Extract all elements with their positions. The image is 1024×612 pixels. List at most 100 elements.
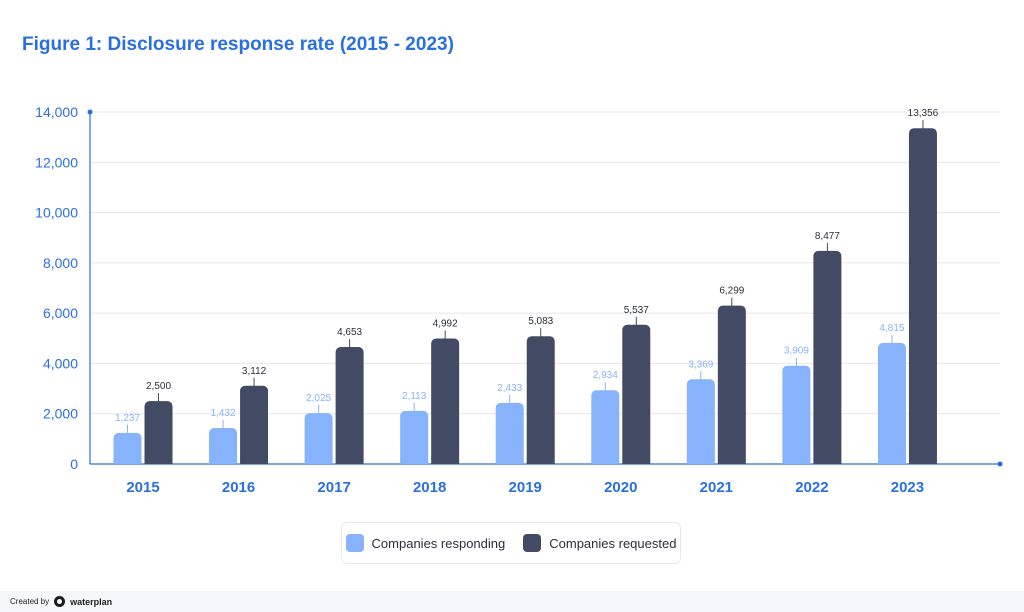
bar-requested [335,347,364,464]
bar-requested [144,401,173,464]
bar-responding [686,379,715,464]
footer-created-by: Created by [10,597,50,606]
data-label: 8,477 [815,231,840,242]
data-label-dot [221,432,225,436]
data-label-dot [252,390,256,394]
bar-responding [782,365,811,464]
y-tick-label: 6,000 [43,305,78,321]
bar-base [113,459,142,464]
bar-base [717,459,746,464]
x-tick-label: 2019 [509,479,542,496]
data-label: 13,356 [908,108,939,119]
data-label-dot [348,351,351,355]
data-label: 4,815 [879,323,904,334]
data-label-dot [795,370,798,374]
data-label-dot [699,383,703,387]
bar-responding [400,410,429,464]
data-label: 5,083 [528,316,553,327]
data-label: 3,909 [784,346,809,357]
bar-requested [717,305,746,464]
x-tick-label: 2021 [700,479,733,496]
bar-base [144,459,173,464]
y-tick-label: 4,000 [43,355,78,371]
y-tick-label: 10,000 [35,205,78,221]
bar-responding [591,390,620,464]
legend-label-requested: Companies requested [549,535,677,551]
data-label-dot [126,437,129,441]
legend-label-responding: Companies responding [371,535,506,551]
x-tick-label: 2022 [795,479,828,496]
bar-responding [209,427,238,464]
data-label: 2,934 [593,370,618,381]
x-tick-label: 2020 [604,479,637,496]
bar-requested [908,128,937,464]
data-label-dot [157,405,160,409]
data-label: 2,025 [306,393,331,404]
x-tick-label: 2023 [891,479,924,496]
chart-legend: Companies responding Companies requested [341,522,681,564]
data-label: 4,992 [433,318,458,329]
y-tick-label: 12,000 [35,154,78,170]
bar-base [877,459,906,464]
x-axis-end-dot [997,461,1003,467]
data-label-dot [508,407,512,411]
data-label-dot [730,310,734,313]
y-axis-end-dot [87,109,93,115]
data-label: 3,369 [688,359,713,370]
bar-responding [877,342,906,464]
legend-swatch-requested [523,534,542,552]
data-label-dot [317,417,320,421]
y-tick-label: 0 [70,456,78,472]
bar-base [591,459,620,464]
data-label: 3,112 [242,366,267,377]
data-label: 4,653 [337,327,362,338]
x-tick-label: 2018 [413,479,446,496]
y-tick-label: 2,000 [43,406,78,422]
data-label-dot [826,255,829,259]
bar-base [431,459,460,464]
footer-brand: waterplan [70,596,113,607]
x-tick-label: 2015 [126,479,159,496]
bar-requested [813,250,842,464]
legend-item-requested[interactable]: Companies requested [523,534,676,552]
data-label-dot [412,415,416,419]
bar-base [526,459,555,464]
y-tick-label: 14,000 [35,104,78,120]
data-label: 6,299 [719,286,744,297]
data-label: 1,432 [211,408,236,419]
bar-requested [622,324,651,464]
data-label: 2,113 [402,391,427,402]
bar-responding [495,402,524,464]
footer: Created by waterplan [0,591,1024,612]
y-tick-label: 8,000 [43,255,78,271]
data-label: 2,500 [146,381,171,392]
legend-item-responding[interactable]: Companies responding [345,534,506,552]
bar-base [400,459,429,464]
chart-title: Figure 1: Disclosure response rate (2015… [22,34,454,55]
bar-base [782,459,811,464]
bar-base [622,459,651,464]
bar-base [209,459,238,464]
bar-responding [304,413,333,464]
bar-requested [240,385,269,464]
bar-base [240,459,269,464]
data-label-dot [603,394,607,398]
bar-base [813,459,842,464]
x-tick-label: 2016 [222,479,255,496]
bar-base [495,459,524,464]
bar-base [686,459,715,464]
data-label: 1,237 [115,413,140,424]
data-label-dot [539,340,543,344]
data-label: 2,433 [497,383,522,394]
bar-chart: 0 2,000 4,000 6,000 8,000 10,000 12,000 14,000 1… [35,104,1003,496]
data-label-dot [890,347,894,351]
bar-requested [431,338,460,464]
x-tick-label: 2017 [317,479,350,496]
data-label: 5,537 [624,305,649,316]
bar-base [304,459,333,464]
waterplan-logo-icon [54,596,66,607]
data-label-dot [921,132,925,136]
bar-base [908,459,937,464]
legend-swatch-responding [345,534,364,552]
bar-base [335,459,364,464]
